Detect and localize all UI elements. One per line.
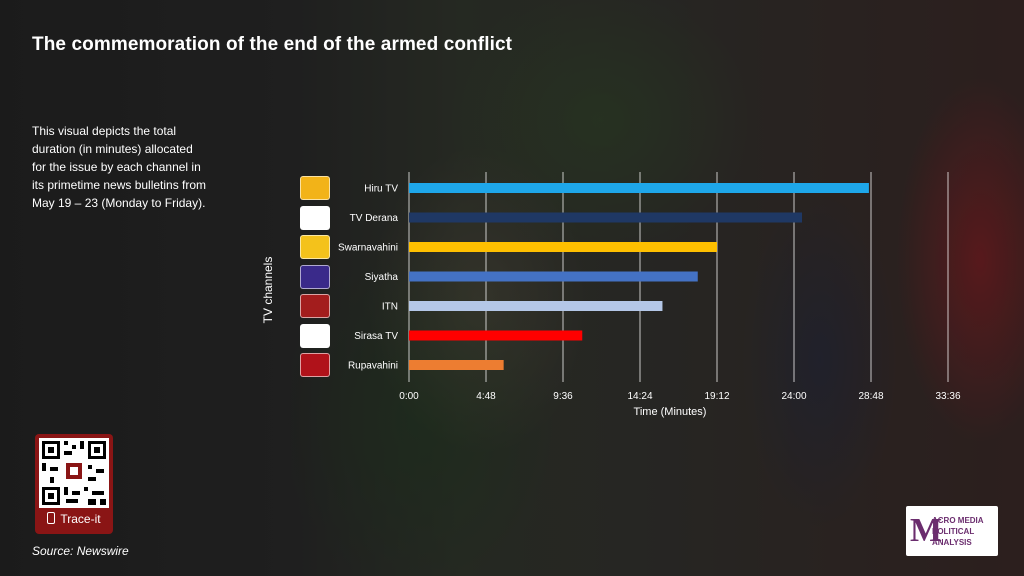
category-label: Siyatha xyxy=(365,272,399,283)
page-title: The commemoration of the end of the arme… xyxy=(32,34,513,55)
bar xyxy=(409,301,663,311)
bar xyxy=(409,271,698,282)
category-label: Sirasa TV xyxy=(354,331,398,342)
trace-it-qr-button[interactable]: Trace-it xyxy=(35,434,113,534)
category-label: Rupavahini xyxy=(348,361,398,372)
channel-logo-icon xyxy=(300,264,330,289)
phone-icon xyxy=(47,512,56,524)
logo-text-line-2: POLITICAL xyxy=(932,527,975,536)
logo-mark: M xyxy=(910,512,943,549)
category-label: Swarnavahini xyxy=(338,243,398,254)
qr-code-icon xyxy=(39,438,109,508)
x-tick-label: 19:12 xyxy=(704,391,729,402)
category-label: Hiru TV xyxy=(364,184,398,195)
x-tick-label: 33:36 xyxy=(935,391,960,402)
logo-text-line-1: ACRO MEDIA xyxy=(932,516,984,525)
bar xyxy=(409,360,504,370)
bar xyxy=(409,242,717,252)
logo-text-line-3: ANALYSIS xyxy=(932,538,972,547)
x-tick-label: 9:36 xyxy=(553,391,573,402)
bar xyxy=(409,183,869,193)
channel-logo-icon xyxy=(300,353,330,377)
category-label: ITN xyxy=(382,302,398,313)
trace-it-text: Trace-it xyxy=(60,512,101,526)
bar xyxy=(409,330,583,341)
channel-logo-icon xyxy=(300,205,330,230)
x-tick-label: 14:24 xyxy=(627,391,652,402)
channel-logo-icon xyxy=(300,176,330,200)
chart-description: This visual depicts the total duration (… xyxy=(32,124,207,210)
channel-logo-icon xyxy=(300,323,330,348)
media-analysis-logo: M ACRO MEDIA POLITICAL ANALYSIS xyxy=(906,506,998,556)
x-tick-label: 4:48 xyxy=(476,391,496,402)
x-tick-label: 0:00 xyxy=(399,391,419,402)
trace-it-label: Trace-it xyxy=(35,512,113,526)
source-note: Source: Newswire xyxy=(32,544,129,558)
bar xyxy=(409,212,803,223)
channel-logo-icon xyxy=(300,235,330,259)
x-axis-label: Time (Minutes) xyxy=(633,406,707,418)
channel-logo-icon xyxy=(300,294,330,318)
x-tick-label: 24:00 xyxy=(781,391,806,402)
x-tick-label: 28:48 xyxy=(858,391,883,402)
category-label: TV Derana xyxy=(350,213,399,224)
